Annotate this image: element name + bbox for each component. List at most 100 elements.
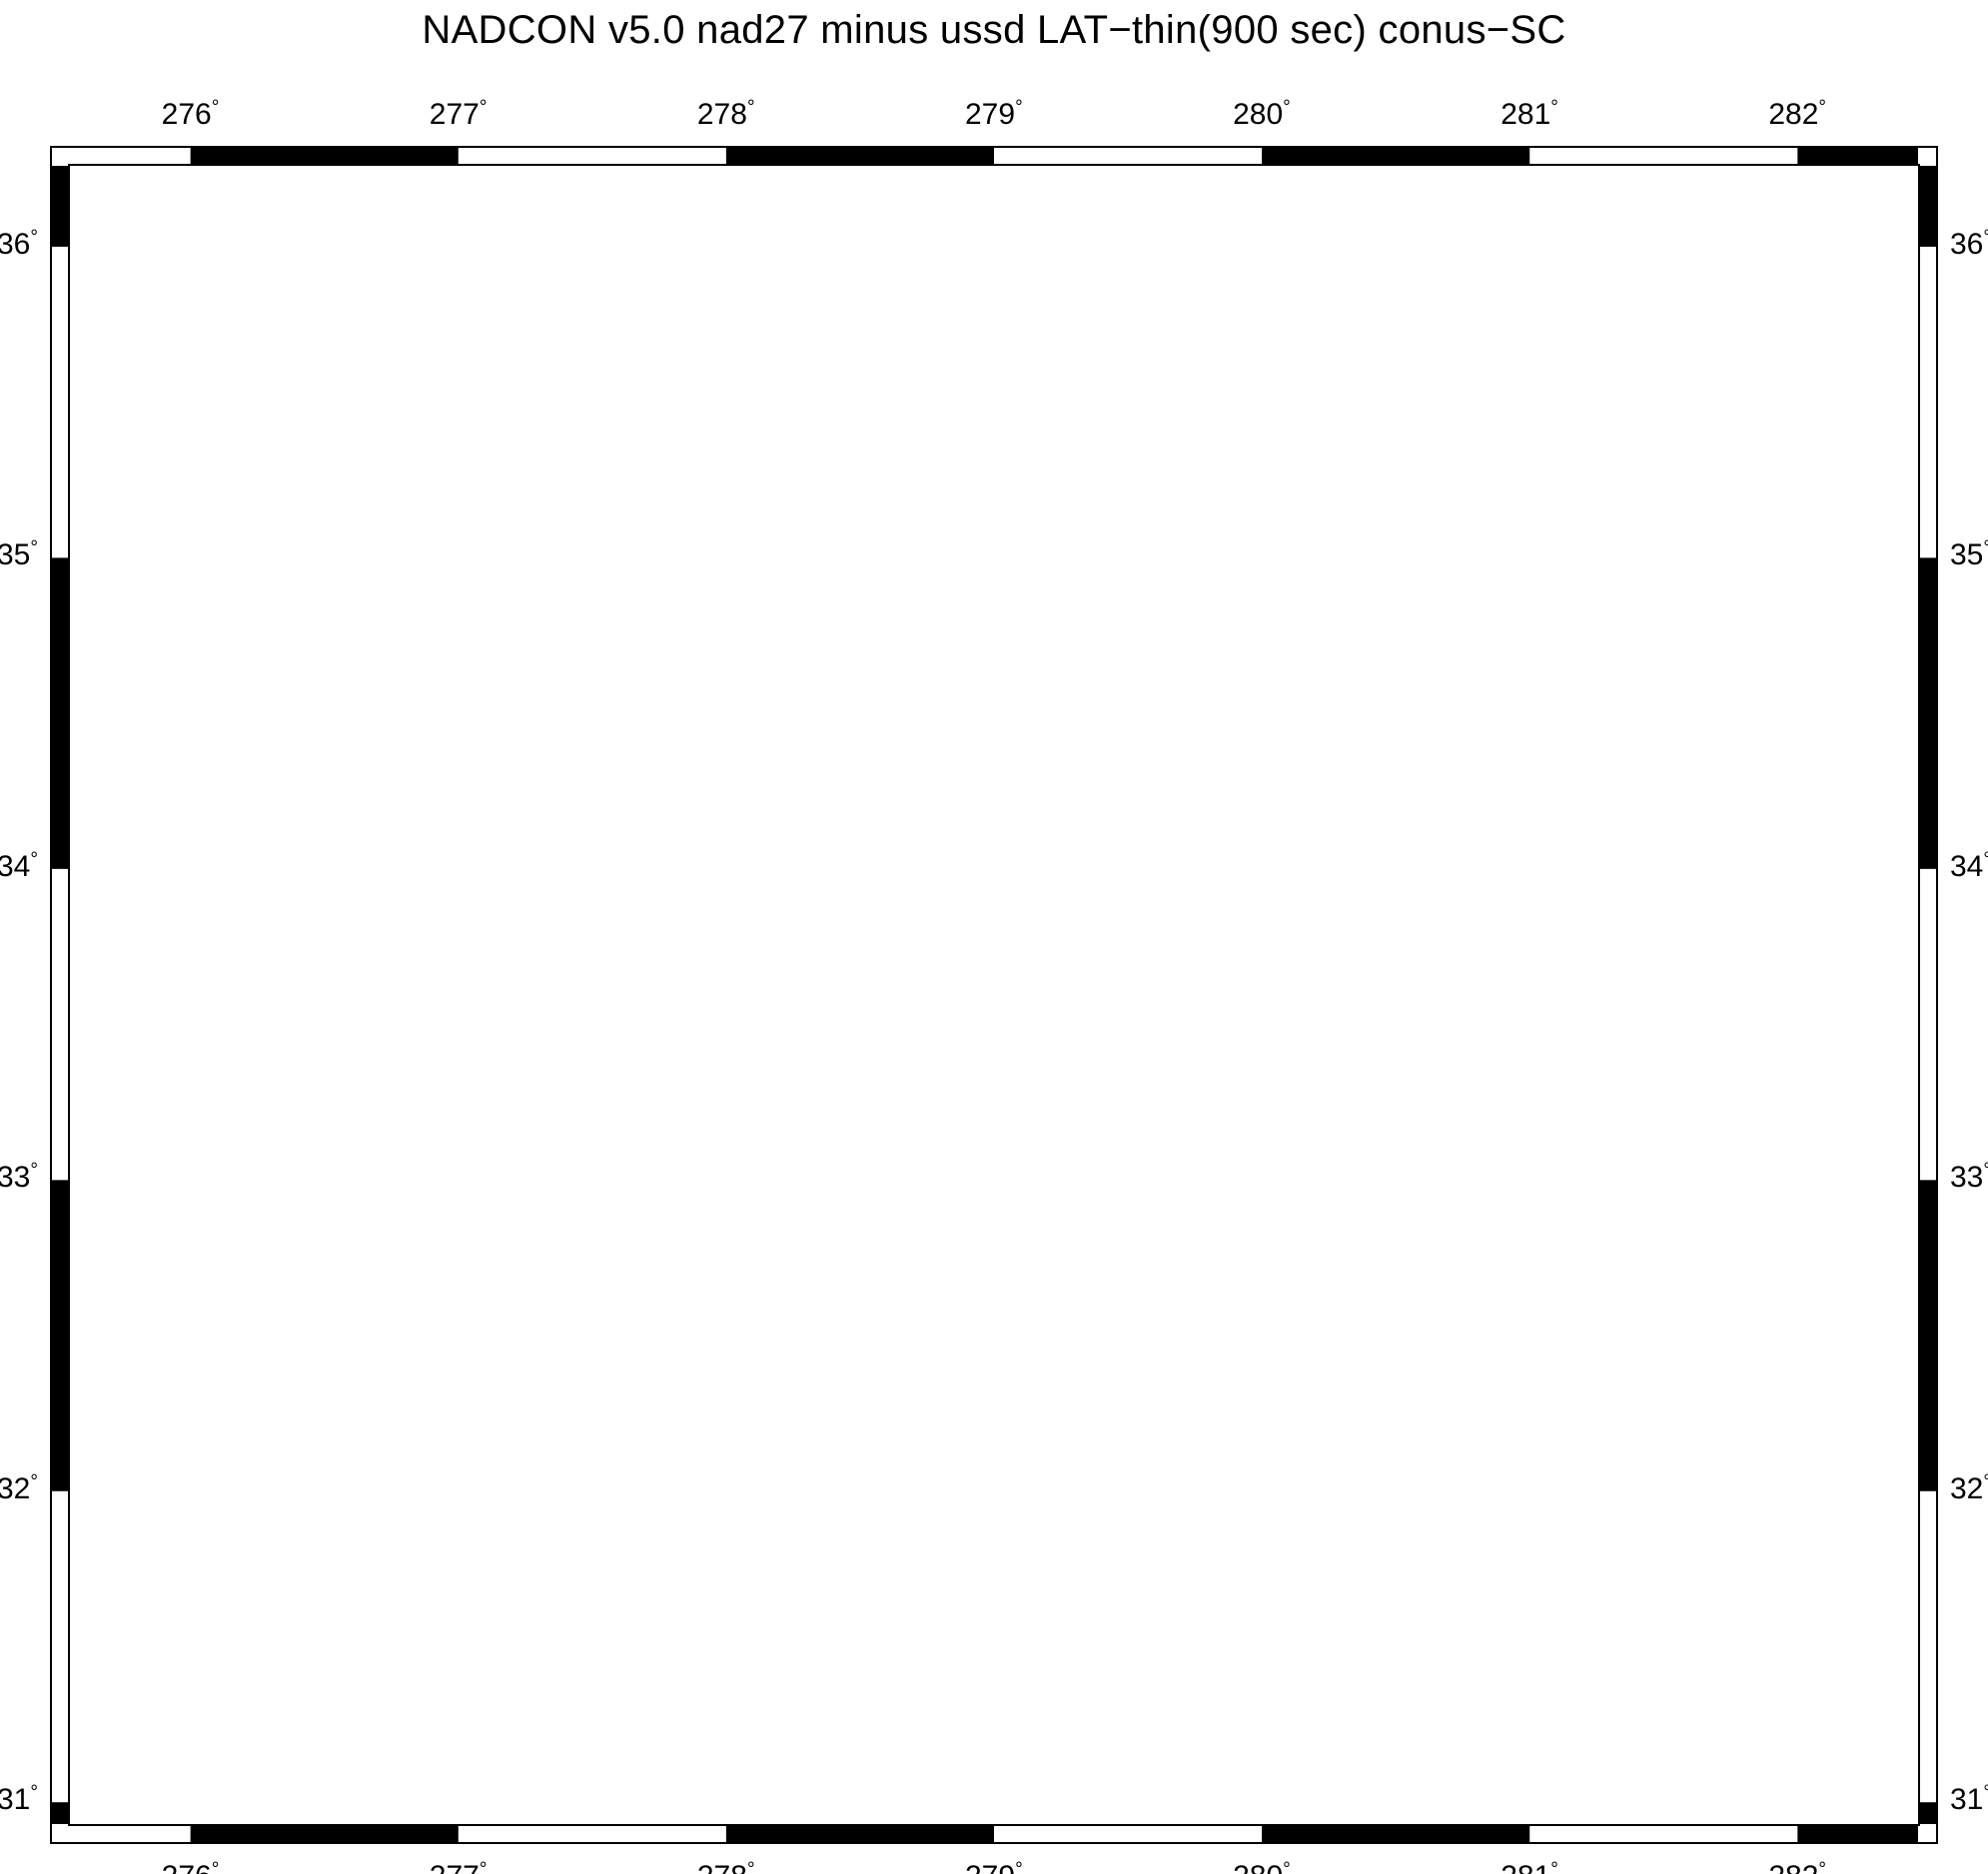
data-point: [882, 1288, 891, 1297]
data-point: [799, 1235, 808, 1244]
frame-tick-band-top: [725, 148, 994, 164]
data-point: [1659, 827, 1668, 836]
frame-tick-band-bottom: [1797, 1826, 1918, 1842]
data-point: [320, 1580, 329, 1589]
data-point: [267, 236, 276, 245]
frame-rule-bottom-inner: [68, 1824, 1920, 1826]
x-tick-label-top-278: 278°: [696, 97, 755, 131]
data-point: [1557, 609, 1566, 618]
data-point: [1586, 411, 1595, 420]
data-point: [205, 1195, 214, 1203]
data-point: [1619, 908, 1628, 917]
data-point: [100, 1110, 109, 1119]
data-point: [385, 327, 394, 336]
x-tick-label-bottom-279: 279°: [965, 1859, 1023, 1874]
data-point: [692, 699, 701, 708]
y-tick-label-left-32: 32°: [0, 1470, 38, 1505]
data-point: [390, 1496, 399, 1505]
data-point: [108, 1045, 117, 1054]
data-point: [587, 547, 596, 556]
y-tick-label-right-33: 33°: [1950, 1160, 1988, 1195]
data-point: [79, 1421, 88, 1430]
frame-rule-right-outer: [1936, 146, 1938, 1844]
data-point: [170, 746, 179, 755]
data-point: [116, 230, 125, 239]
data-point: [462, 1732, 471, 1741]
data-point: [1852, 952, 1861, 961]
data-point: [342, 1216, 351, 1225]
data-point: [815, 1446, 824, 1455]
data-point: [1209, 674, 1218, 683]
x-tick-label-bottom-282: 282°: [1768, 1859, 1827, 1874]
data-point: [735, 917, 744, 926]
data-point: [237, 1120, 246, 1129]
data-point: [1043, 1452, 1052, 1461]
data-point: [1838, 787, 1847, 795]
data-point: [1225, 1210, 1234, 1219]
data-point: [968, 964, 977, 973]
data-point: [186, 1070, 195, 1079]
data-point: [1070, 233, 1079, 242]
data-point: [1533, 1076, 1542, 1085]
data-point: [936, 1388, 945, 1397]
data-point: [462, 1207, 471, 1216]
data-point: [1284, 1658, 1293, 1666]
x-tick-label-top-276: 276°: [161, 97, 220, 131]
data-point: [914, 1760, 923, 1769]
x-tick-label-bottom-276: 276°: [162, 1859, 220, 1874]
data-point: [668, 1661, 677, 1670]
data-point: [1333, 1182, 1342, 1191]
data-point: [724, 556, 733, 565]
data-point: [1554, 1039, 1563, 1048]
data-point: [1118, 1173, 1127, 1182]
data-point: [1118, 1698, 1127, 1707]
frame-tick-band-left: [52, 557, 68, 869]
data-point: [1865, 868, 1874, 876]
frame-tick-band-right: [1920, 166, 1936, 247]
frame-rule-bottom-outer: [50, 1842, 1938, 1844]
data-point: [641, 1219, 650, 1228]
frame-rule-right-inner: [1918, 164, 1920, 1826]
data-point: [377, 1257, 385, 1266]
data-point: [1643, 292, 1652, 301]
x-tick-label-top-281: 281°: [1500, 97, 1558, 131]
frame-tick-band-right: [1920, 1180, 1936, 1491]
data-point: [998, 1076, 1006, 1085]
data-point: [269, 1614, 278, 1623]
data-point: [563, 1636, 572, 1645]
data-point: [987, 650, 996, 658]
data-point: [1129, 565, 1138, 574]
data-point: [433, 1623, 442, 1632]
data-point: [248, 199, 257, 208]
data-point: [122, 970, 131, 979]
data-point: [1134, 740, 1143, 749]
y-tick-label-right-35: 35°: [1950, 537, 1988, 572]
data-point: [1089, 1135, 1098, 1144]
frame-tick-band-right: [1920, 557, 1936, 869]
data-point: [192, 317, 200, 326]
data-point: [864, 1026, 872, 1035]
data-point: [1322, 1300, 1331, 1309]
figure-title: NADCON v5.0 nad27 minus ussd LAT−thin(90…: [422, 8, 1566, 52]
data-point: [1809, 1014, 1818, 1023]
data-point: [387, 559, 396, 568]
data-point: [1024, 295, 1033, 304]
data-point: [1156, 1375, 1165, 1384]
data-point: [296, 681, 305, 690]
data-point: [382, 1792, 391, 1800]
data-point: [1435, 467, 1444, 475]
data-point: [603, 1378, 612, 1387]
data-point: [738, 1605, 746, 1614]
data-point: [178, 1219, 187, 1228]
frame-tick-band-left: [52, 1180, 68, 1491]
data-point: [1530, 305, 1539, 314]
frame-rule-left-outer: [50, 146, 52, 1844]
data-point: [481, 373, 490, 382]
data-point: [877, 1711, 886, 1719]
data-point: [194, 1574, 203, 1582]
data-point: [1675, 469, 1684, 478]
x-tick-label-top-280: 280°: [1233, 97, 1291, 131]
data-point: [162, 183, 171, 192]
data-point: [1686, 637, 1695, 646]
frame-tick-band-top: [190, 148, 459, 164]
